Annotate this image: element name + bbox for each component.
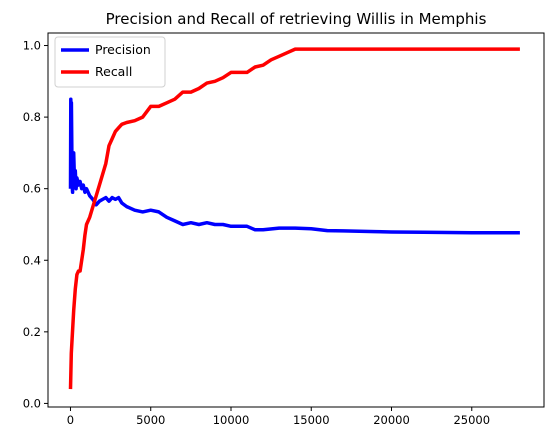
- plot-frame: [47, 32, 545, 408]
- y-tick-label: 0.2: [23, 325, 41, 339]
- series-line-recall: [68, 47, 520, 390]
- series-layer: [68, 47, 520, 390]
- x-axis: 0 5000 10000 15000 20000 25000: [67, 407, 490, 427]
- y-tick-label: 0.4: [23, 253, 41, 267]
- legend-label-recall: Recall: [95, 64, 132, 79]
- x-tick-label: 20000: [373, 413, 410, 427]
- plot-area: 0 5000 10000 15000 20000 25000 0.00.20.40.60.…: [23, 32, 545, 427]
- x-tick-label: 15000: [293, 413, 330, 427]
- chart-title: Precision and Recall of retrieving Willi…: [106, 10, 487, 28]
- y-tick-label: 1.0: [23, 39, 41, 53]
- legend: Precision Recall: [54, 36, 166, 88]
- x-tick-label: 0: [67, 413, 74, 427]
- series-line-precision: [68, 97, 520, 235]
- x-tick-label: 10000: [213, 413, 250, 427]
- x-tick-label: 5000: [136, 413, 165, 427]
- y-tick-label: 0.6: [23, 182, 41, 196]
- legend-label-precision: Precision: [95, 42, 151, 57]
- y-tick-label: 0.8: [23, 110, 41, 124]
- y-axis: 0.0 0.2 0.4 0.6 0.8 1.0: [23, 39, 48, 410]
- y-tick-label: 0.0: [23, 396, 41, 410]
- x-tick-label: 25000: [453, 413, 490, 427]
